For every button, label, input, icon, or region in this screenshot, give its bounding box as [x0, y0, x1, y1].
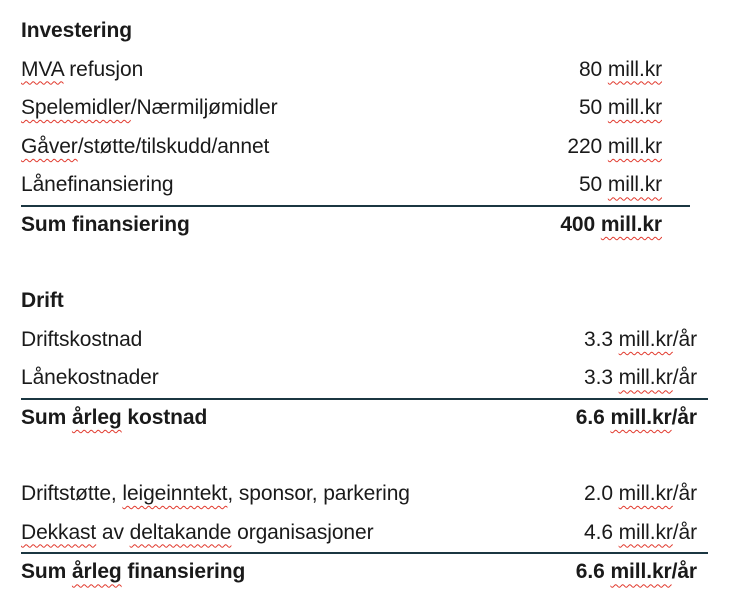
text-segment: Sum — [21, 405, 72, 429]
text-segment: 3.3 — [584, 366, 619, 390]
text-segment: 3.3 — [584, 327, 619, 351]
misspelled-word: mill.kr — [607, 96, 662, 120]
text-segment: Lånefinansiering — [21, 173, 174, 197]
table-row: Spelemidler/Nærmiljømidler 50 mill.kr — [21, 89, 690, 128]
text-segment: Investering — [21, 19, 132, 42]
text-segment: organisasjoner — [231, 520, 374, 544]
row-value: 6.6 mill.kr/år — [576, 400, 708, 437]
text-segment: 6.6 — [575, 560, 611, 584]
row-label: Lånekostnader — [21, 359, 159, 398]
table-row: Gåver/støtte/tilskudd/annet 220 mill.kr — [21, 128, 690, 167]
text-segment: , sponsor, parkering — [227, 482, 410, 506]
text-segment: 400 — [560, 212, 601, 236]
row-label: Lånefinansiering — [21, 166, 174, 205]
table-row: Drift — [21, 282, 708, 321]
row-label: Driftstøtte, leigeinntekt, sponsor, park… — [21, 475, 410, 514]
table-row: Dekkast av deltakande organisasjoner 4.6 … — [21, 514, 708, 553]
table-row: Driftskostnad 3.3 mill.kr/år — [21, 321, 708, 360]
text-segment: /år — [672, 520, 697, 544]
table-row: Lånekostnader 3.3 mill.kr/år — [21, 359, 708, 398]
text-segment: 80 — [578, 57, 608, 81]
table-row: Driftstøtte, leigeinntekt, sponsor, park… — [21, 475, 708, 514]
row-label: MVA refusjon — [21, 51, 143, 90]
misspelled-word: deltakande — [129, 520, 232, 544]
text-segment: 220 — [567, 134, 608, 158]
text-segment: Driftskostnad — [21, 327, 143, 351]
text-segment: finansiering — [121, 560, 246, 584]
text-segment: /år — [671, 405, 697, 429]
row-value: 220 mill.kr — [567, 128, 690, 167]
text-segment: /Nærmiljømidler — [130, 96, 278, 120]
row-label: Driftskostnad — [21, 321, 142, 360]
text-segment: refusjon — [63, 57, 144, 81]
misspelled-word: Gåver — [21, 134, 78, 158]
section-title: Investering — [21, 12, 132, 51]
row-value: 3.3 mill.kr/år — [584, 359, 708, 398]
misspelled-word: mill.kr — [610, 560, 672, 584]
misspelled-word: mill.kr — [607, 173, 662, 197]
misspelled-word: leigeinntekt — [122, 482, 228, 506]
misspelled-word: mill.kr — [618, 520, 673, 544]
table-row: MVA refusjon 80 mill.kr — [21, 51, 690, 90]
text-segment: Sum — [21, 560, 72, 584]
row-value: 50 mill.kr — [579, 89, 690, 128]
text-segment: /år — [672, 482, 697, 506]
row-value: 400 mill.kr — [560, 207, 690, 244]
row-value: 4.6 mill.kr/år — [584, 514, 708, 553]
misspelled-word: mill.kr — [610, 405, 672, 429]
misspelled-word: Spelemidler — [21, 96, 131, 120]
row-value: 2.0 mill.kr/år — [584, 475, 708, 514]
text-segment: Lånekostnader — [21, 366, 159, 390]
financial-table: Investering MVA refusjon 80 mill.kr Spelemi… — [21, 12, 708, 591]
row-label: Dekkast av deltakande organisasjoner — [21, 514, 374, 553]
text-segment: 2.0 — [584, 482, 619, 506]
table-row: Sum finansiering 400 mill.kr — [21, 204, 690, 244]
text-segment: /år — [671, 560, 697, 584]
row-label: Sum årleg finansiering — [21, 554, 245, 591]
misspelled-word: MVA — [21, 57, 64, 81]
text-segment: Drift — [21, 289, 64, 313]
text-segment: /støtte/tilskudd/annet — [77, 134, 270, 158]
misspelled-word: mill.kr — [618, 327, 673, 351]
text-segment: 50 — [578, 96, 608, 120]
misspelled-word: mill.kr — [618, 482, 673, 506]
misspelled-word: mill.kr — [607, 57, 662, 81]
row-label: Sum årleg kostnad — [21, 400, 207, 437]
spacer-row — [21, 244, 690, 283]
row-label: Sum finansiering — [21, 207, 190, 244]
text-segment: Sum finansiering — [21, 212, 190, 236]
misspelled-word: mill.kr — [618, 366, 673, 390]
table-row: Investering — [21, 12, 690, 51]
text-segment: kostnad — [121, 405, 208, 429]
misspelled-word: Dekkast — [21, 520, 97, 544]
table-row: Sum årleg finansiering 6.6 mill.kr/år — [21, 552, 708, 591]
text-segment: Driftstøtte, — [21, 482, 123, 506]
text-segment: 6.6 — [575, 405, 611, 429]
text-segment: /år — [672, 327, 697, 351]
row-value: 6.6 mill.kr/år — [576, 554, 708, 591]
row-label: Gåver/støtte/tilskudd/annet — [21, 128, 269, 167]
row-value: 3.3 mill.kr/år — [584, 321, 708, 360]
text-segment: 50 — [578, 173, 608, 197]
table-row: Lånefinansiering 50 mill.kr — [21, 166, 690, 205]
spacer-row — [21, 437, 690, 476]
text-segment: /år — [672, 366, 697, 390]
row-value: 80 mill.kr — [579, 51, 690, 90]
misspelled-word: årleg — [71, 405, 122, 429]
table-row: Sum årleg kostnad 6.6 mill.kr/år — [21, 397, 708, 437]
text-segment: 4.6 — [584, 520, 619, 544]
text-segment: av — [96, 520, 130, 544]
row-value: 50 mill.kr — [579, 166, 690, 205]
misspelled-word: mill.kr — [607, 134, 662, 158]
section-title: Drift — [21, 282, 64, 321]
misspelled-word: årleg — [71, 560, 122, 584]
row-label: Spelemidler/Nærmiljømidler — [21, 89, 278, 128]
misspelled-word: mill.kr — [600, 212, 662, 236]
